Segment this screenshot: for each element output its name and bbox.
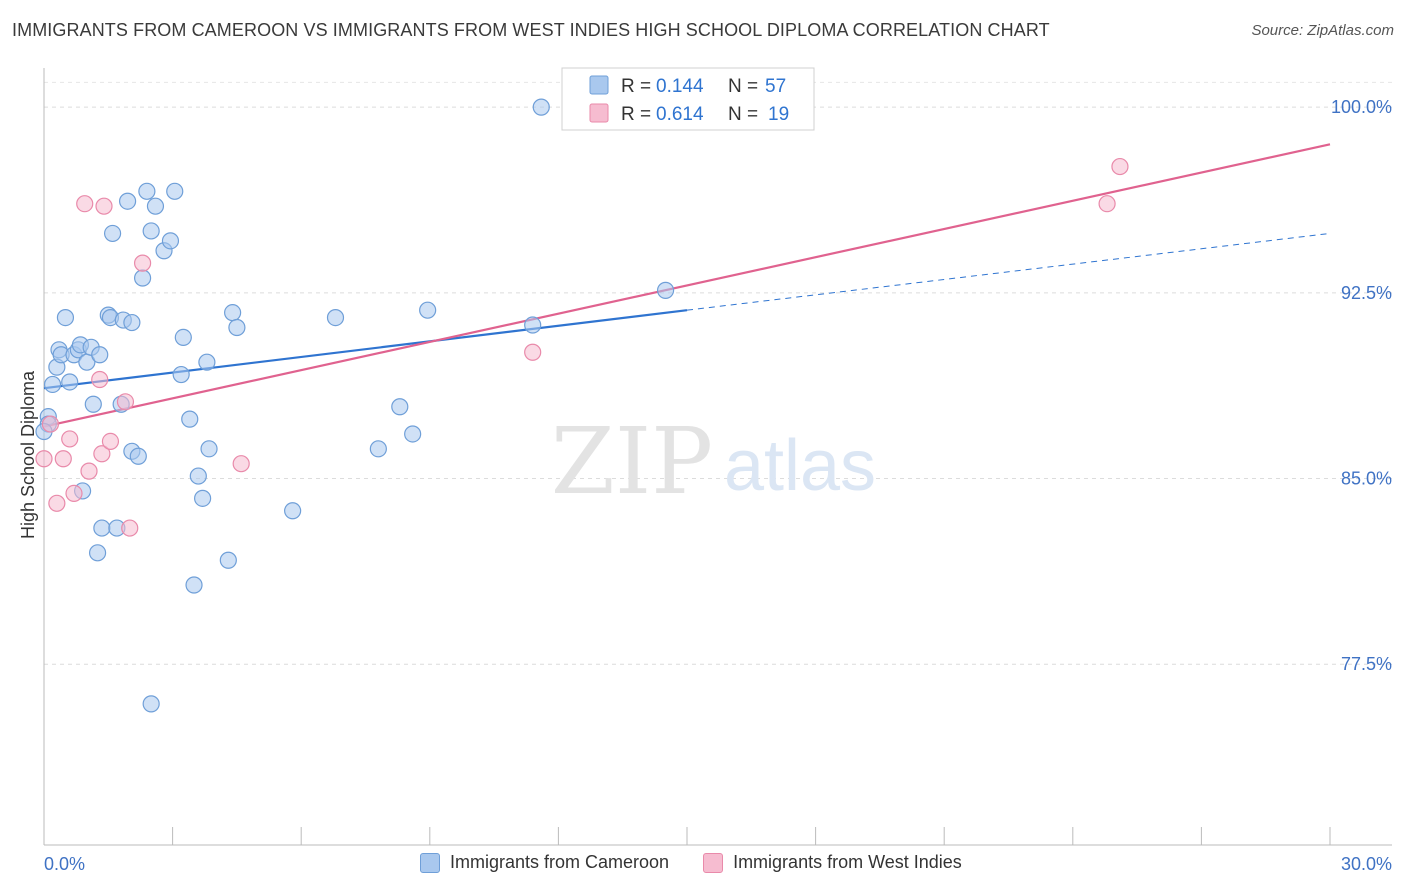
point-west-indies — [65, 484, 83, 503]
x-tick-label: 0.0% — [44, 854, 85, 874]
legend-r-label-cameroon: R = — [621, 76, 651, 97]
legend-r-value-west-indies: 0.614 — [656, 104, 704, 125]
x-tick-label: 30.0% — [1341, 854, 1392, 874]
point-cameroon — [123, 313, 141, 332]
point-cameroon — [142, 222, 160, 240]
y-tick-label: 77.5% — [1341, 654, 1392, 674]
point-cameroon — [200, 440, 218, 458]
y-tick-label: 85.0% — [1341, 469, 1392, 489]
point-cameroon — [129, 447, 147, 465]
point-west-indies — [54, 450, 72, 468]
watermark-atlas: atlas — [724, 426, 876, 506]
series-legend: Immigrants from Cameroon Immigrants from… — [420, 852, 962, 873]
point-cameroon — [419, 301, 437, 319]
legend-n-value-cameroon: 57 — [765, 76, 786, 97]
legend-r-value-cameroon: 0.144 — [656, 76, 704, 97]
legend-n-label-west-indies: N = — [728, 104, 758, 125]
y-tick-label: 92.5% — [1341, 283, 1392, 303]
point-west-indies — [48, 494, 66, 512]
legend-label-west-indies: Immigrants from West Indies — [733, 852, 962, 872]
point-west-indies — [93, 445, 111, 463]
point-cameroon — [532, 98, 550, 116]
point-cameroon — [224, 304, 242, 322]
source-label: Source: ZipAtlas.com — [1251, 22, 1394, 39]
point-cameroon — [133, 269, 152, 287]
legend-label-cameroon: Immigrants from Cameroon — [450, 852, 670, 872]
point-west-indies — [232, 455, 250, 473]
y-axis-label: High School Diploma — [18, 370, 38, 539]
point-west-indies — [41, 415, 60, 433]
trend-extension-cameroon — [686, 232, 1331, 311]
correlation-legend: R = 0.144 N = 57 R = 0.614 N = 19 — [561, 67, 815, 131]
legend-n-label-cameroon: N = — [728, 76, 758, 97]
point-cameroon — [146, 197, 165, 215]
y-tick-label: 100.0% — [1331, 97, 1392, 117]
data-points — [35, 98, 1129, 713]
legend-swatch — [703, 852, 724, 873]
legend-swatch-west-indies — [589, 103, 609, 123]
legend-n-value-west-indies: 19 — [768, 104, 789, 125]
point-cameroon — [524, 316, 542, 334]
point-cameroon — [56, 309, 75, 327]
point-cameroon — [404, 425, 422, 443]
point-west-indies — [35, 450, 53, 468]
point-cameroon — [194, 489, 212, 507]
point-cameroon — [138, 182, 156, 200]
chart-title: IMMIGRANTS FROM CAMEROON VS IMMIGRANTS F… — [12, 20, 1050, 40]
point-cameroon — [656, 281, 675, 299]
tick-labels: 77.5% 85.0% 92.5% 100.0% 0.0% 30.0% — [44, 97, 1392, 874]
point-west-indies — [91, 370, 109, 389]
point-west-indies — [116, 393, 135, 411]
point-west-indies — [524, 343, 542, 361]
legend-swatch-cameroon — [589, 75, 609, 95]
point-cameroon — [88, 544, 107, 562]
point-west-indies — [80, 462, 98, 480]
point-west-indies — [76, 195, 94, 213]
trend-line-cameroon — [43, 309, 688, 390]
watermark-zip: ZIP — [551, 408, 713, 515]
point-west-indies — [1111, 157, 1129, 176]
point-west-indies — [121, 519, 139, 537]
point-cameroon — [118, 192, 137, 210]
point-cameroon — [93, 519, 111, 537]
point-west-indies — [95, 197, 113, 215]
point-cameroon — [181, 410, 199, 428]
point-west-indies — [1098, 195, 1116, 213]
legend-swatch — [420, 852, 440, 873]
point-west-indies — [101, 432, 120, 451]
trend-lines — [43, 143, 1331, 428]
point-cameroon — [142, 695, 160, 713]
trend-line-west-indies — [43, 143, 1331, 428]
axes — [43, 68, 1392, 846]
legend-r-label-west-indies: R = — [621, 104, 651, 125]
point-cameroon — [369, 440, 387, 458]
point-cameroon — [84, 395, 102, 413]
point-west-indies — [61, 430, 79, 448]
point-cameroon — [228, 318, 246, 337]
watermark: ZIP atlas — [551, 408, 876, 515]
point-cameroon — [43, 375, 62, 394]
grid-lines — [44, 81, 1392, 665]
legend-item-west-indies: Immigrants from West Indies — [703, 852, 962, 873]
point-cameroon — [284, 502, 302, 520]
point-cameroon — [174, 328, 192, 347]
point-cameroon — [172, 365, 190, 384]
point-cameroon — [91, 346, 109, 364]
point-cameroon — [161, 232, 180, 250]
point-cameroon — [391, 398, 409, 416]
point-cameroon — [326, 309, 345, 327]
point-cameroon — [219, 551, 237, 569]
point-cameroon — [189, 467, 207, 485]
point-cameroon — [61, 373, 79, 391]
point-cameroon — [185, 576, 203, 594]
point-cameroon — [198, 353, 216, 371]
point-west-indies — [133, 254, 152, 272]
point-cameroon — [103, 224, 122, 243]
legend-item-cameroon: Immigrants from Cameroon — [420, 852, 669, 873]
point-cameroon — [166, 182, 184, 200]
